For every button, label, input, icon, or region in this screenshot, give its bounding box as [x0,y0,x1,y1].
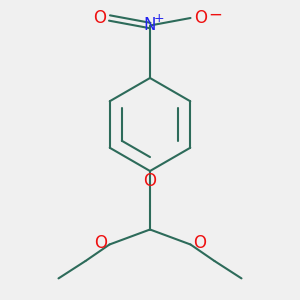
Text: O: O [194,9,207,27]
Text: O: O [93,9,106,27]
Text: +: + [154,12,164,26]
Text: N: N [144,16,156,34]
Text: −: − [208,6,222,24]
Text: O: O [143,172,157,190]
Text: O: O [94,234,107,252]
Text: O: O [193,234,206,252]
